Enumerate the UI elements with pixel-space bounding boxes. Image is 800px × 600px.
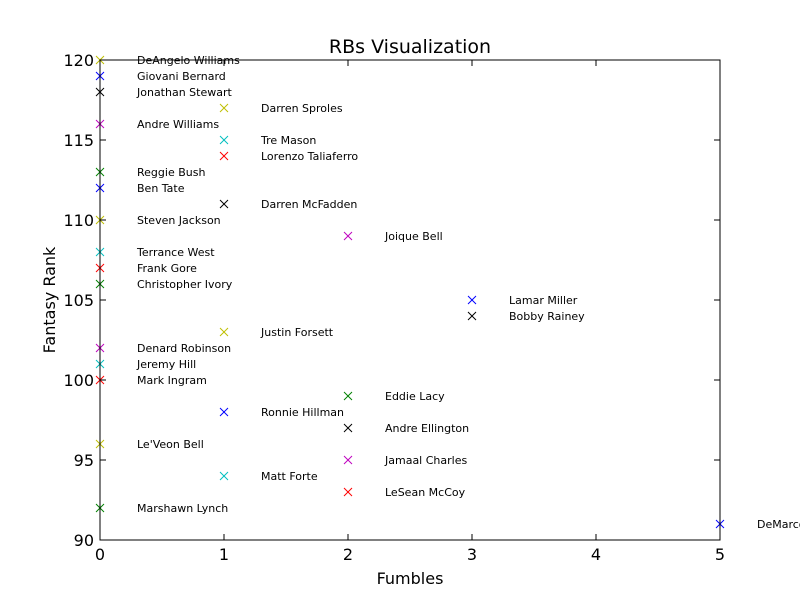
data-point: Bobby Rainey xyxy=(467,310,585,323)
point-label: Bobby Rainey xyxy=(509,310,585,323)
point-marker-stroke xyxy=(219,151,229,161)
point-label: Lamar Miller xyxy=(509,294,578,307)
point-label: Jonathan Stewart xyxy=(136,86,233,99)
data-point: Ben Tate xyxy=(95,182,185,195)
point-label: Denard Robinson xyxy=(137,342,231,355)
ticks-layer: 0 1 2 3 4 5 90 95 100 105 110 115 120 xyxy=(63,51,725,564)
x-tick-label: 4 xyxy=(591,545,601,564)
data-point: Matt Forte xyxy=(219,470,318,483)
point-marker-stroke xyxy=(467,295,477,305)
point-marker-stroke xyxy=(219,471,229,481)
data-point: Tre Mason xyxy=(219,134,316,147)
point-label: Eddie Lacy xyxy=(385,390,445,403)
point-label: Giovani Bernard xyxy=(137,70,226,83)
point-label: Jeremy Hill xyxy=(136,358,196,371)
y-tick-label: 120 xyxy=(63,51,94,70)
data-point: Jamaal Charles xyxy=(343,454,467,467)
axes-frame xyxy=(99,59,721,541)
data-point: Le'Veon Bell xyxy=(95,438,204,451)
point-label: Andre Williams xyxy=(137,118,219,131)
data-point: Andre Ellington xyxy=(343,422,469,435)
data-point: Terrance West xyxy=(95,246,215,259)
point-label: Marshawn Lynch xyxy=(137,502,228,515)
point-label: Darren McFadden xyxy=(261,198,357,211)
point-marker-stroke xyxy=(219,407,229,417)
x-tick-label: 2 xyxy=(343,545,353,564)
data-point: Lorenzo Taliaferro xyxy=(219,150,358,163)
point-marker-stroke xyxy=(343,391,353,401)
point-label: Steven Jackson xyxy=(137,214,221,227)
y-tick-label: 90 xyxy=(74,531,94,550)
point-marker-stroke xyxy=(343,487,353,497)
x-tick-label: 1 xyxy=(219,545,229,564)
point-label: Justin Forsett xyxy=(260,326,334,339)
y-tick-label: 105 xyxy=(63,291,94,310)
point-label: Matt Forte xyxy=(261,470,318,483)
point-label: Andre Ellington xyxy=(385,422,469,435)
point-label: Lorenzo Taliaferro xyxy=(261,150,358,163)
data-point: Reggie Bush xyxy=(95,166,205,179)
data-point: Darren Sproles xyxy=(219,102,343,115)
point-label: Darren Sproles xyxy=(261,102,343,115)
x-axis-title: Fumbles xyxy=(377,569,444,588)
x-tick-label: 3 xyxy=(467,545,477,564)
y-tick-label: 95 xyxy=(74,451,94,470)
data-point: Denard Robinson xyxy=(95,342,231,355)
y-axis-title: Fantasy Rank xyxy=(40,246,59,353)
data-point: Mark Ingram xyxy=(95,374,207,387)
chart-title: RBs Visualization xyxy=(329,36,491,58)
data-point: Justin Forsett xyxy=(219,326,334,339)
point-label: Jamaal Charles xyxy=(384,454,467,467)
data-point: Frank Gore xyxy=(95,262,197,275)
y-tick-label: 115 xyxy=(63,131,94,150)
point-marker-stroke xyxy=(219,327,229,337)
data-point: Darren McFadden xyxy=(219,198,357,211)
point-label: Christopher Ivory xyxy=(137,278,233,291)
data-point: Lamar Miller xyxy=(467,294,578,307)
data-point: Ronnie Hillman xyxy=(219,406,344,419)
data-point: DeMarco Murray xyxy=(715,518,800,531)
y-tick-label: 100 xyxy=(63,371,94,390)
data-point: Eddie Lacy xyxy=(343,390,445,403)
data-point: Andre Williams xyxy=(95,118,219,131)
y-tick-label: 110 xyxy=(63,211,94,230)
point-marker-stroke xyxy=(219,103,229,113)
data-point: Jeremy Hill xyxy=(95,358,196,371)
point-marker-stroke xyxy=(343,423,353,433)
data-point: Jonathan Stewart xyxy=(95,86,233,99)
data-point: Christopher Ivory xyxy=(95,278,233,291)
point-marker-stroke xyxy=(219,135,229,145)
data-point: LeSean McCoy xyxy=(343,486,466,499)
data-point: Steven Jackson xyxy=(95,214,221,227)
point-label: Tre Mason xyxy=(260,134,316,147)
point-label: Reggie Bush xyxy=(137,166,205,179)
point-label: LeSean McCoy xyxy=(385,486,466,499)
point-marker-stroke xyxy=(219,199,229,209)
x-tick-label: 0 xyxy=(95,545,105,564)
data-point: Giovani Bernard xyxy=(95,70,226,83)
point-label: Ben Tate xyxy=(137,182,185,195)
point-marker-stroke xyxy=(467,311,477,321)
data-point: Marshawn Lynch xyxy=(95,502,228,515)
point-label: Le'Veon Bell xyxy=(137,438,204,451)
point-label: Joique Bell xyxy=(384,230,443,243)
point-marker-stroke xyxy=(343,231,353,241)
point-marker-stroke xyxy=(343,455,353,465)
point-label: Terrance West xyxy=(136,246,215,259)
x-tick-label: 5 xyxy=(715,545,725,564)
point-label: DeMarco Murray xyxy=(757,518,800,531)
point-label: Mark Ingram xyxy=(137,374,207,387)
point-label: Ronnie Hillman xyxy=(261,406,344,419)
data-point: Joique Bell xyxy=(343,230,443,243)
point-label: Frank Gore xyxy=(137,262,197,275)
